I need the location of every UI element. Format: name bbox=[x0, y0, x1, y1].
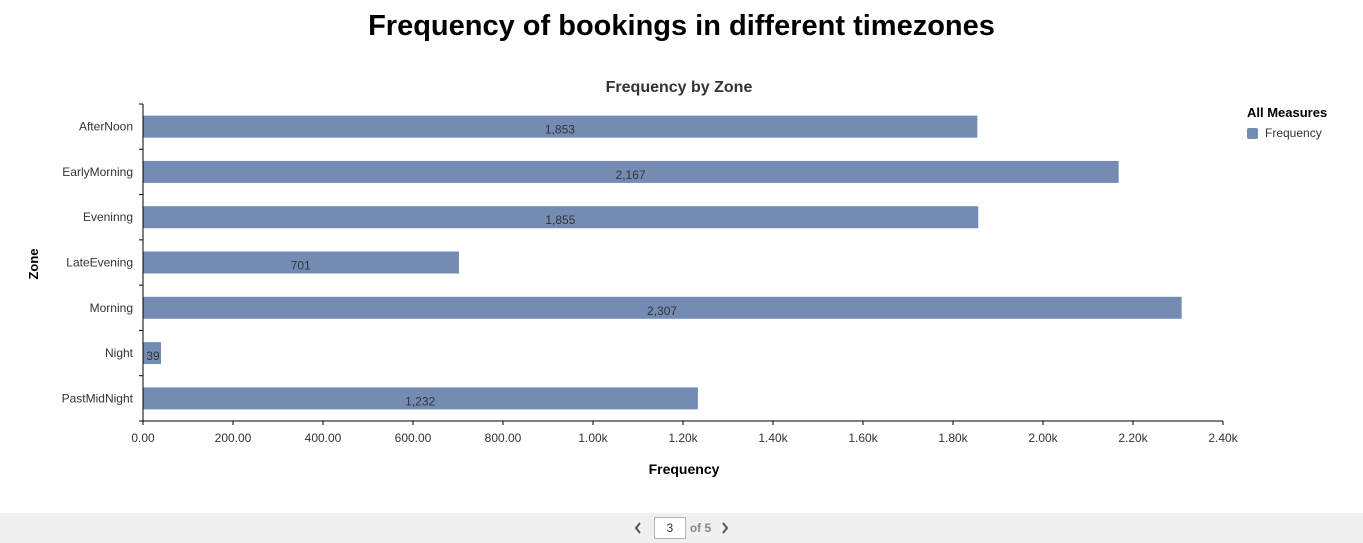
data-label: 701 bbox=[291, 259, 311, 273]
data-label: 1,853 bbox=[545, 123, 575, 137]
legend: All Measures Frequency bbox=[1247, 105, 1327, 140]
bar[interactable] bbox=[143, 206, 979, 229]
y-tick-label: PastMidNight bbox=[62, 391, 134, 405]
y-tick-label: Night bbox=[105, 346, 134, 360]
pager-bar: of 5 bbox=[0, 513, 1363, 543]
legend-item-frequency[interactable]: Frequency bbox=[1247, 126, 1327, 140]
data-label: 2,167 bbox=[616, 168, 646, 182]
x-axis-label: Frequency bbox=[649, 461, 720, 477]
x-tick-label: 800.00 bbox=[485, 431, 522, 445]
y-tick-label: EarlyMorning bbox=[62, 165, 133, 179]
x-tick-label: 600.00 bbox=[395, 431, 432, 445]
x-tick-label: 2.20k bbox=[1118, 431, 1148, 445]
legend-title: All Measures bbox=[1247, 105, 1328, 120]
pager: of 5 bbox=[0, 513, 1363, 543]
legend-item-label: Frequency bbox=[1265, 126, 1322, 140]
plot-area: 0.00 200.00 400.00 600.00 800.00 1.00k 1.20k 1.… bbox=[62, 103, 1239, 445]
data-label: 1,855 bbox=[545, 213, 575, 227]
x-tick-label: 0.00 bbox=[131, 431, 155, 445]
y-axis-label: Zone bbox=[26, 248, 41, 279]
bar[interactable] bbox=[143, 387, 698, 410]
next-page-button[interactable] bbox=[717, 518, 733, 538]
bar[interactable] bbox=[143, 296, 1182, 319]
bar[interactable] bbox=[143, 251, 459, 274]
chevron-left-icon bbox=[634, 522, 641, 534]
x-tick-label: 1.60k bbox=[848, 431, 878, 445]
x-tick-label: 1.80k bbox=[938, 431, 968, 445]
x-tick-label: 1.40k bbox=[758, 431, 788, 445]
x-tick-label: 2.40k bbox=[1208, 431, 1238, 445]
bar-chart: Frequency by Zone Zone Frequency 0.00 200… bbox=[26, 79, 1239, 477]
y-tick-label: Eveninng bbox=[83, 210, 133, 224]
previous-page-button[interactable] bbox=[630, 518, 646, 538]
x-tick-label: 1.20k bbox=[668, 431, 698, 445]
page-count: of 5 bbox=[689, 521, 712, 535]
chevron-right-icon bbox=[722, 522, 729, 534]
x-tick-label: 2.00k bbox=[1028, 431, 1058, 445]
bar[interactable] bbox=[143, 342, 162, 365]
x-tick-label: 200.00 bbox=[215, 431, 252, 445]
y-tick-label: LateEvening bbox=[66, 256, 133, 270]
chart-title: Frequency by Zone bbox=[606, 79, 753, 96]
bar[interactable] bbox=[143, 160, 1119, 183]
bar[interactable] bbox=[143, 115, 978, 138]
data-label: 2,307 bbox=[647, 304, 677, 318]
page-number-input[interactable] bbox=[653, 517, 686, 539]
page-title: Frequency of bookings in different timez… bbox=[368, 10, 995, 42]
x-tick-label: 400.00 bbox=[305, 431, 342, 445]
legend-swatch bbox=[1247, 127, 1258, 139]
x-tick-label: 1.00k bbox=[578, 431, 608, 445]
y-tick-label: Morning bbox=[90, 301, 133, 315]
y-tick-label: AfterNoon bbox=[79, 120, 133, 134]
data-label: 1,232 bbox=[405, 394, 435, 408]
data-label: 39 bbox=[146, 349, 160, 363]
